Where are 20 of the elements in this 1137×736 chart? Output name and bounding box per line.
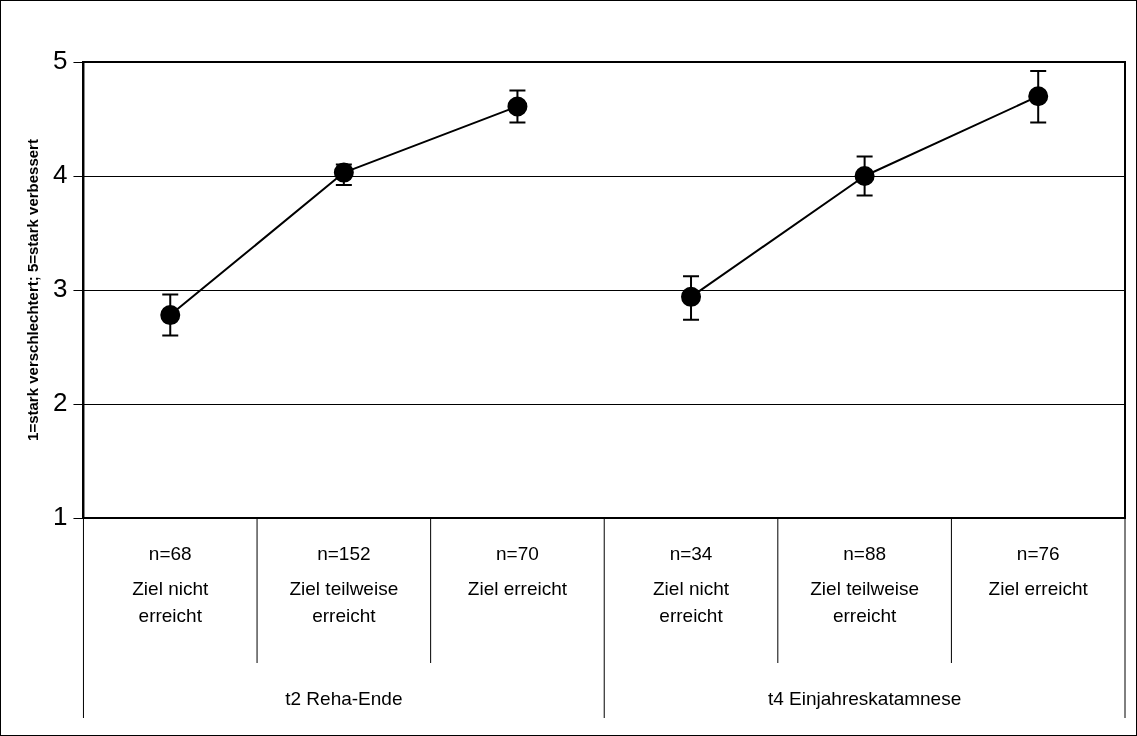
y-axis-title: 1=stark verschlechtert; 5=stark verbessert xyxy=(24,139,42,441)
x-tick-label: Ziel erreicht xyxy=(467,578,568,600)
x-tick-label: Ziel nicht erreicht xyxy=(132,578,209,627)
y-tick-label: 2 xyxy=(52,387,68,418)
text: n=34 xyxy=(669,543,713,565)
x-tick-label: Ziel teilweise erreicht xyxy=(289,578,399,627)
y-tick-label: 3 xyxy=(52,273,68,304)
text: n=70 xyxy=(496,543,539,565)
text: t4 Einjahreskatamnese xyxy=(767,688,962,710)
text: n=88 xyxy=(843,543,887,565)
x-tick-label: Ziel erreicht xyxy=(988,578,1089,600)
text: n=152 xyxy=(317,543,371,565)
text: n=68 xyxy=(148,543,192,565)
text: t2 Reha-Ende xyxy=(285,688,403,710)
y-tick-label: 1 xyxy=(52,501,68,532)
x-tick-label: Ziel nicht erreicht xyxy=(653,578,730,627)
y-tick-label: 5 xyxy=(52,45,68,76)
x-tick-label: Ziel teilweise erreicht xyxy=(810,578,919,627)
text: n=76 xyxy=(1016,543,1060,565)
y-tick-label: 4 xyxy=(52,159,68,190)
